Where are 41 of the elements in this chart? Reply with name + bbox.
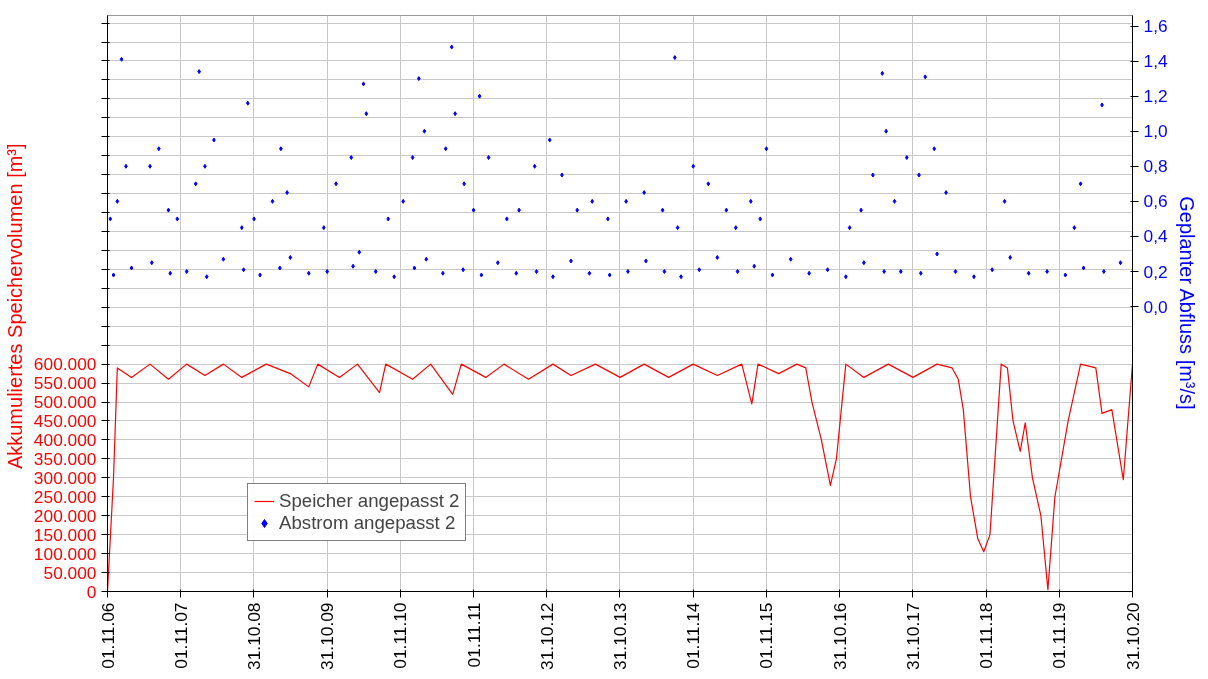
y2-tick-label: 1,0	[1143, 121, 1168, 142]
y2-tick-label: 0,6	[1143, 191, 1168, 212]
y-tick-label: 600.000	[33, 354, 97, 375]
y-tick-label: 0	[86, 581, 97, 602]
y2-tick-label: 1,2	[1143, 86, 1168, 107]
x-tick-label: 01.11.06	[97, 602, 118, 669]
y-tick-label: 350.000	[33, 448, 97, 469]
y-tick-label: 500.000	[33, 392, 97, 413]
x-tick-label: 31.10.12	[536, 602, 557, 670]
y2-tick-label: 0,0	[1143, 296, 1168, 317]
y2-axis-title: Geplanter Abfluss [m³/s]	[1175, 196, 1198, 410]
x-tick-label: 31.10.16	[829, 602, 850, 670]
legend-label: Speicher angepasst 2	[279, 490, 460, 512]
y-tick-label: 400.000	[33, 429, 97, 450]
x-tick-label: 01.11.14	[683, 602, 704, 669]
y2-tick-label: 0,8	[1143, 156, 1168, 177]
y-tick-label: 150.000	[33, 524, 97, 545]
x-tick-label: 01.11.11	[463, 602, 484, 668]
y2-tick-label: 0,4	[1143, 226, 1168, 247]
y-axis-title: Akkumuliertes Speichervolumen [m³]	[3, 143, 26, 470]
x-tick-label: 31.10.13	[609, 602, 630, 670]
y2-tick-label: 1,4	[1143, 51, 1168, 72]
x-tick-label: 01.11.18	[976, 602, 997, 669]
y-tick-label: 200.000	[33, 505, 97, 526]
y2-tick-label: 1,6	[1143, 16, 1168, 37]
x-tick-label: 31.10.09	[317, 602, 338, 670]
y-tick-label: 100.000	[33, 543, 97, 564]
y-tick-label: 50.000	[43, 562, 97, 583]
legend-label: Abstrom angepasst 2	[279, 512, 456, 534]
x-tick-label: 31.10.17	[902, 602, 923, 670]
y-tick-label: 550.000	[33, 373, 97, 394]
x-tick-label: 01.11.07	[170, 602, 191, 669]
x-tick-label: 31.10.08	[243, 602, 264, 670]
y-tick-label: 300.000	[33, 467, 97, 488]
y2-tick-label: 0,2	[1143, 261, 1168, 282]
x-tick-label: 01.11.15	[756, 602, 777, 669]
x-tick-label: 31.10.20	[1122, 602, 1143, 670]
y-tick-label: 450.000	[33, 410, 97, 431]
x-tick-label: 01.11.19	[1049, 602, 1070, 669]
x-tick-label: 01.11.10	[390, 602, 411, 669]
y-tick-label: 250.000	[33, 486, 97, 507]
